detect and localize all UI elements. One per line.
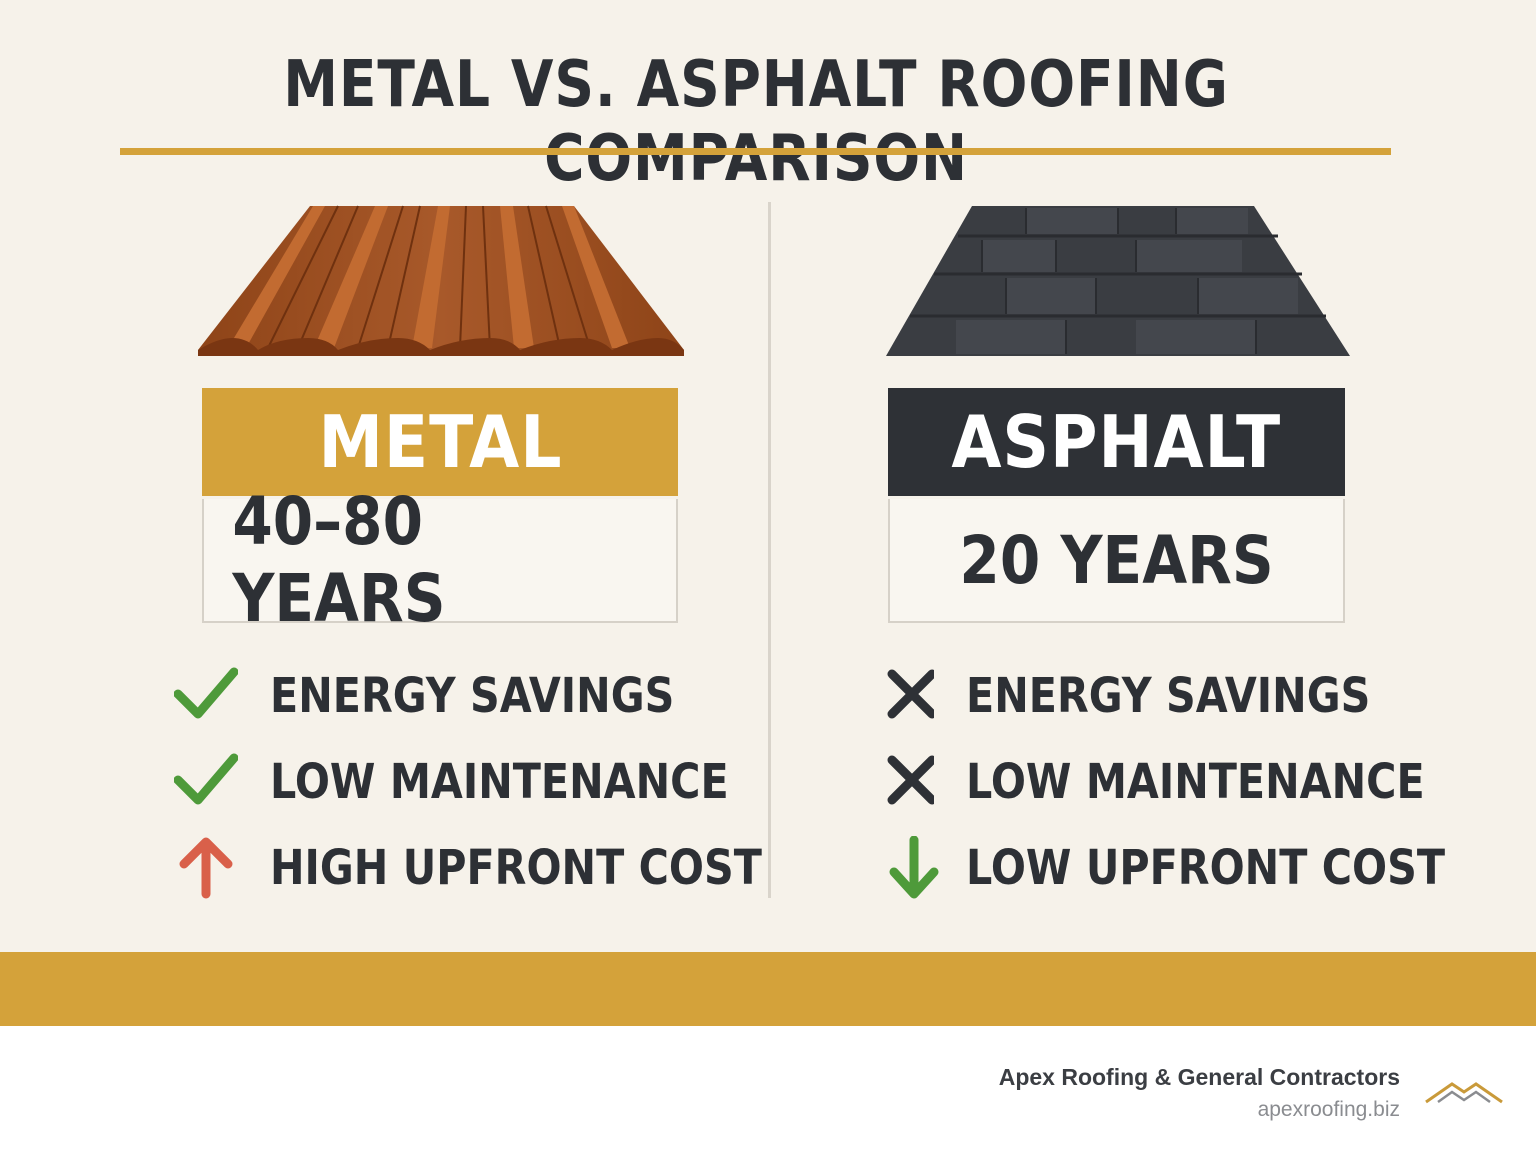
feature-label: LOW MAINTENANCE xyxy=(966,754,1425,810)
website-url: apexroofing.biz xyxy=(1257,1098,1400,1121)
footer xyxy=(0,1026,1536,1154)
asphalt-lifespan: 20 YEARS xyxy=(959,521,1274,599)
x-icon xyxy=(870,750,940,810)
asphalt-feature-maintenance: LOW MAINTENANCE xyxy=(870,750,1425,810)
metal-lifespan: 40–80 YEARS xyxy=(232,483,446,637)
asphalt-feature-energy: ENERGY SAVINGS xyxy=(870,664,1370,724)
arrow-down-icon xyxy=(870,836,940,899)
x-icon xyxy=(870,664,940,724)
gold-band xyxy=(0,952,1536,1026)
feature-label: HIGH UPFRONT COST xyxy=(270,840,762,896)
asphalt-lifespan-box: 20 YEARS xyxy=(888,499,1345,623)
metal-feature-energy: ENERGY SAVINGS xyxy=(174,664,674,724)
asphalt-roof-icon xyxy=(886,206,1350,356)
check-icon xyxy=(174,664,244,724)
metal-roof-icon xyxy=(198,205,684,356)
metal-lifespan-box: 40–80 YEARS xyxy=(202,483,678,637)
asphalt-label: ASPHALT xyxy=(951,400,1282,484)
check-icon xyxy=(174,750,244,810)
metal-label: METAL xyxy=(318,400,562,484)
title-underline xyxy=(120,148,1391,155)
column-divider xyxy=(768,202,771,898)
page-title: METAL VS. ASPHALT ROOFING COMPARISON xyxy=(283,48,1229,196)
company-name: Apex Roofing & General Contractors xyxy=(998,1064,1400,1090)
feature-label: ENERGY SAVINGS xyxy=(270,668,675,724)
feature-label: ENERGY SAVINGS xyxy=(966,668,1371,724)
metal-badge: METAL xyxy=(202,388,678,496)
metal-feature-cost: HIGH UPFRONT COST xyxy=(174,836,762,899)
roof-logo-icon xyxy=(1425,1082,1503,1104)
arrow-up-icon xyxy=(174,836,244,899)
asphalt-feature-cost: LOW UPFRONT COST xyxy=(870,836,1445,899)
feature-label: LOW UPFRONT COST xyxy=(966,840,1446,896)
metal-feature-maintenance: LOW MAINTENANCE xyxy=(174,750,729,810)
feature-label: LOW MAINTENANCE xyxy=(270,754,729,810)
asphalt-badge: ASPHALT xyxy=(888,388,1345,496)
